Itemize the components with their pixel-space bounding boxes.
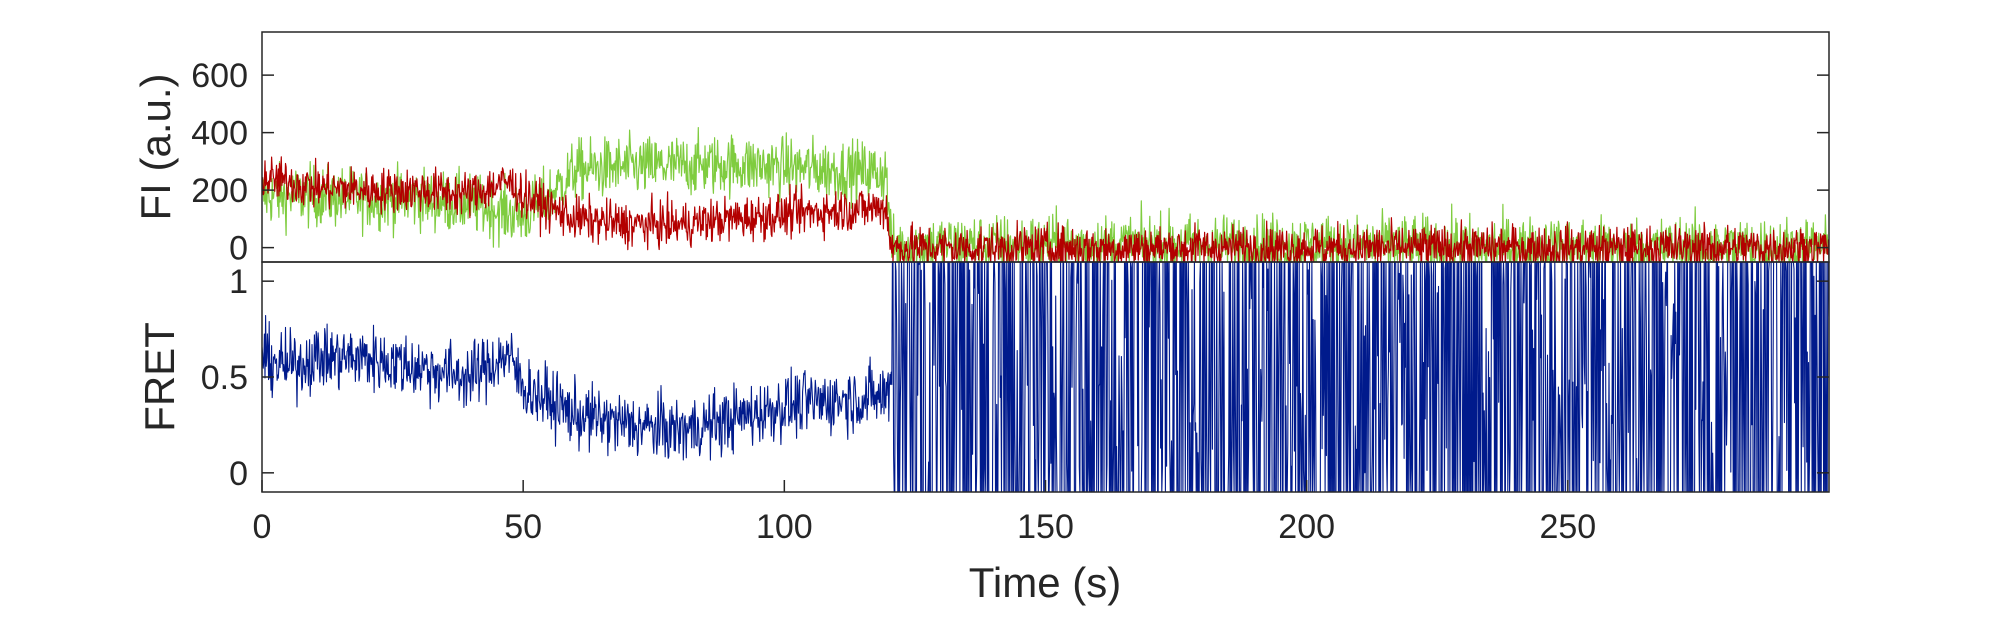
fret-y-axis-title: FRET [136,322,183,432]
panel-intensity: 0 200 400 600 FI (a.u.) [132,31,1830,268]
time-x-axis-title: Time (s) [969,559,1121,606]
x-tick-label: 250 [1539,508,1596,546]
x-tick-label: 50 [504,508,542,546]
intensity-axes-frame [261,31,1830,263]
y-tick-label: 1 [229,263,248,301]
y-tick-label: 400 [191,115,248,153]
y-tick-label: 0 [229,230,248,268]
series-trace-0-1 [262,156,1829,262]
time-x-axis: 0 50 100 150 200 250 [253,480,1596,546]
y-tick-label: 0.5 [201,359,248,397]
intensity-y-axis-title: FI (a.u.) [132,73,179,220]
series-trace-1-0 [262,262,1829,492]
x-tick-label: 150 [1017,508,1074,546]
y-tick-label: 600 [191,57,248,95]
fret-y-axis: 00.51 [201,263,1829,493]
series-trace-0-0 [262,127,1829,262]
panel-fret: 00.51 0 50 100 150 200 250 FRET Time (s) [136,261,1830,606]
y-tick-label: 0 [229,455,248,493]
x-tick-label: 200 [1278,508,1335,546]
x-tick-label: 0 [253,508,272,546]
intensity-traces [262,127,1829,262]
x-tick-label: 100 [756,508,813,546]
y-tick-label: 200 [191,172,248,210]
intensity-y-axis: 0 200 400 600 [191,57,1829,268]
fret-traces [262,262,1829,492]
